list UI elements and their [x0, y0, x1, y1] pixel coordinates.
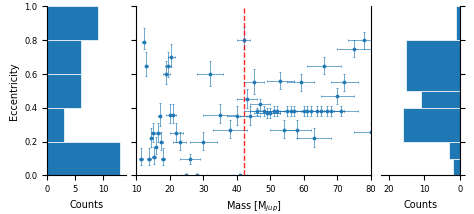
X-axis label: Counts: Counts [70, 200, 104, 210]
X-axis label: Mass [M$_{jup}$]: Mass [M$_{jup}$] [226, 200, 282, 214]
Bar [406, 40, 460, 91]
Bar [420, 91, 460, 108]
X-axis label: Counts: Counts [403, 200, 438, 210]
Y-axis label: Eccentricity: Eccentricity [9, 62, 19, 120]
Bar [449, 142, 460, 159]
Bar [456, 6, 460, 40]
Bar [47, 6, 98, 40]
Bar [403, 108, 460, 142]
Bar [47, 74, 81, 108]
Bar [47, 108, 64, 142]
Bar [47, 142, 120, 175]
Bar [453, 159, 460, 175]
Bar [47, 40, 81, 74]
